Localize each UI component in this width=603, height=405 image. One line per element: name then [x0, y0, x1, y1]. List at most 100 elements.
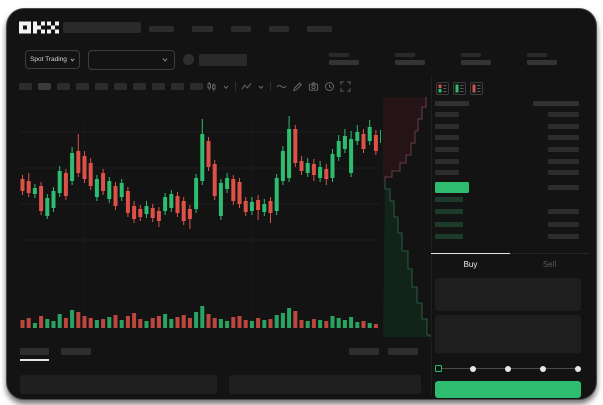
market-type-selector[interactable]: Spot Trading [25, 50, 80, 69]
nav-item-placeholder[interactable] [192, 26, 213, 32]
bid-row[interactable] [435, 221, 579, 227]
candlestick-chart[interactable] [19, 97, 381, 341]
bottom-panel[interactable] [20, 375, 217, 394]
stat-group [527, 53, 557, 65]
bid-price-placeholder [435, 221, 463, 227]
candle-type-icon[interactable] [206, 81, 217, 92]
bottom-action-placeholder[interactable] [349, 348, 379, 355]
ticker-stats [329, 53, 557, 65]
history-clock-icon[interactable] [324, 81, 335, 92]
bid-row[interactable] [435, 234, 579, 240]
buy-submit-button[interactable] [435, 381, 581, 398]
active-tab-underline [20, 359, 49, 361]
divider [270, 82, 271, 91]
stat-label-placeholder [395, 53, 415, 57]
line-tool-icon[interactable] [276, 81, 287, 92]
timeframe-button[interactable] [57, 83, 70, 90]
last-price-badge [435, 182, 469, 194]
fullscreen-icon[interactable] [340, 81, 351, 92]
ask-row[interactable] [435, 147, 579, 153]
bid-amount-placeholder [548, 221, 579, 227]
ask-row[interactable] [435, 135, 579, 141]
tab-buy[interactable]: Buy [431, 253, 510, 275]
ask-amount-placeholder [548, 112, 579, 117]
depth-chart [383, 97, 431, 337]
last-price-row[interactable] [435, 182, 579, 194]
ask-row[interactable] [435, 170, 579, 176]
bid-price-placeholder [435, 209, 463, 215]
orderbook-asks-icon[interactable] [470, 82, 483, 100]
amount-slider[interactable] [435, 362, 581, 375]
slider-stop-dot[interactable] [574, 365, 581, 372]
pair-selector[interactable] [88, 50, 175, 70]
bid-row[interactable] [435, 197, 579, 203]
chevron-down-icon[interactable] [257, 83, 265, 91]
ask-price-placeholder [435, 158, 459, 164]
bottom-action-placeholder[interactable] [388, 348, 418, 355]
orderbook-combined-icon[interactable] [436, 82, 449, 100]
stat-label-placeholder [461, 53, 481, 57]
timeframe-button[interactable] [19, 83, 32, 90]
status-dot-icon[interactable] [183, 54, 194, 65]
timeframe-button[interactable] [171, 83, 184, 90]
amount-field[interactable] [435, 315, 581, 353]
column-header-placeholder [533, 101, 579, 106]
slider-stop-dot[interactable] [470, 365, 477, 372]
ask-price-placeholder [435, 135, 459, 141]
okx-logo[interactable] [19, 21, 59, 34]
nav-item-placeholder[interactable] [307, 26, 332, 32]
chevron-down-icon [162, 58, 168, 62]
chevron-down-icon[interactable] [222, 83, 230, 91]
ask-price-placeholder [435, 147, 459, 153]
timeframe-button[interactable] [76, 83, 89, 90]
slider-handle[interactable] [435, 364, 442, 372]
ask-amount-placeholder [548, 123, 579, 129]
orderbook-header-row [435, 101, 579, 106]
nav-item-placeholder[interactable] [149, 26, 174, 32]
bottom-panel[interactable] [229, 375, 421, 394]
header-action-button[interactable] [199, 54, 247, 66]
timeframe-button[interactable] [114, 83, 127, 90]
stat-label-placeholder [527, 53, 547, 57]
indicators-icon[interactable] [241, 81, 252, 92]
slider-stop-dot[interactable] [539, 365, 546, 372]
chart-tools [206, 80, 351, 93]
slider-stop-dot[interactable] [505, 365, 511, 372]
price-field[interactable] [435, 278, 581, 311]
ask-amount-placeholder [548, 135, 579, 141]
timeframe-button[interactable] [152, 83, 165, 90]
timeframe-button[interactable] [38, 83, 51, 90]
stat-value-placeholder [395, 60, 425, 65]
market-type-label: Spot Trading [30, 56, 67, 63]
nav-item-placeholder[interactable] [231, 26, 251, 32]
ask-row[interactable] [435, 123, 579, 129]
ask-row[interactable] [435, 158, 579, 164]
camera-icon[interactable] [308, 81, 319, 92]
orderbook-bids-icon[interactable] [453, 82, 466, 100]
stat-group [395, 53, 425, 65]
nav-item-placeholder[interactable] [269, 26, 289, 32]
stat-value-placeholder [527, 60, 557, 65]
search-input[interactable] [63, 22, 141, 33]
spacer [578, 197, 579, 202]
stat-group [329, 53, 359, 65]
bottom-tab[interactable] [20, 348, 49, 355]
divider [431, 75, 432, 395]
timeframe-button[interactable] [95, 83, 108, 90]
ask-price-placeholder [435, 112, 459, 117]
tab-sell[interactable]: Sell [510, 253, 589, 275]
ask-price-placeholder [435, 170, 459, 176]
ask-price-placeholder [435, 123, 459, 129]
stat-group [461, 53, 491, 65]
timeframe-button[interactable] [190, 83, 203, 90]
orderbook [435, 101, 579, 246]
ask-amount-placeholder [548, 147, 579, 153]
bottom-tab[interactable] [61, 348, 91, 355]
bid-row[interactable] [435, 209, 579, 215]
draw-pencil-icon[interactable] [292, 81, 303, 92]
stat-value-placeholder [329, 60, 359, 65]
top-nav [149, 26, 332, 32]
ask-row[interactable] [435, 112, 579, 117]
timeframe-button[interactable] [133, 83, 146, 90]
